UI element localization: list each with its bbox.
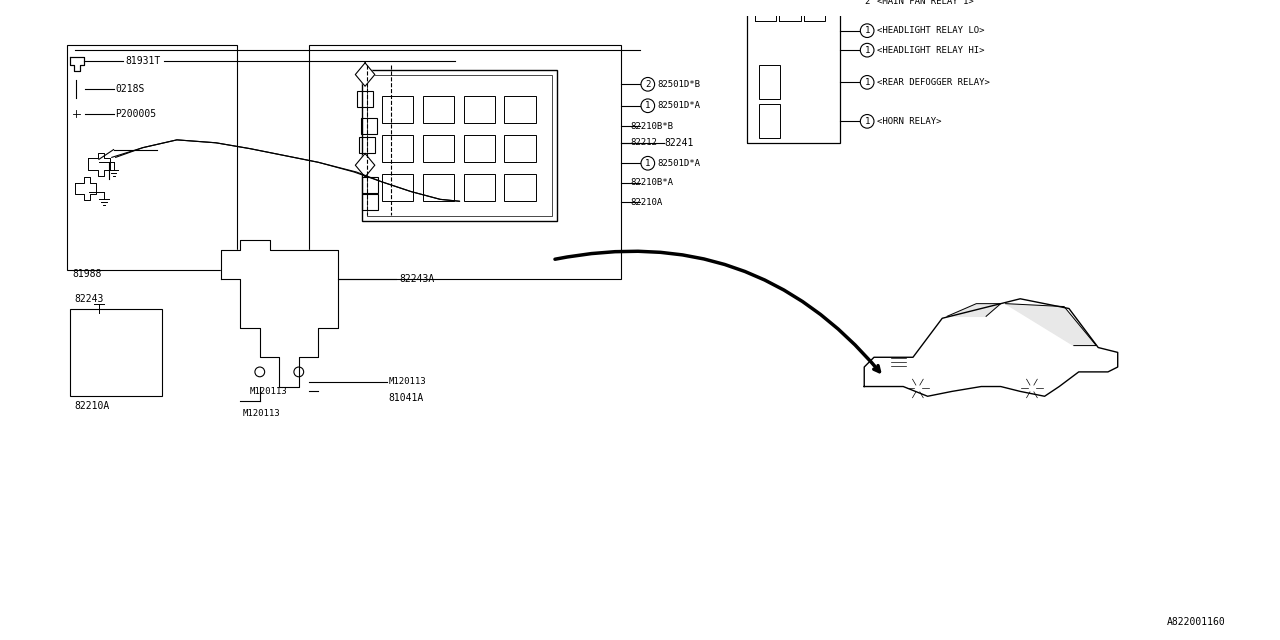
Text: 1: 1 [864, 26, 870, 35]
Bar [422, 135, 454, 163]
Bar [755, 0, 777, 21]
Bar [759, 104, 781, 138]
Bar [804, 0, 826, 21]
Text: 82243: 82243 [74, 294, 104, 304]
Bar [504, 96, 536, 124]
Circle shape [68, 81, 86, 98]
Text: 81041A: 81041A [388, 393, 424, 403]
Text: 0218S: 0218S [115, 84, 145, 94]
Text: 82210B*A: 82210B*A [630, 179, 673, 188]
Text: 82501D*A: 82501D*A [658, 159, 700, 168]
Circle shape [914, 385, 922, 392]
Circle shape [220, 138, 230, 148]
Text: 82210A: 82210A [74, 401, 110, 411]
Polygon shape [356, 63, 375, 86]
Bar [357, 91, 372, 107]
Bar [362, 70, 557, 221]
Text: 1: 1 [645, 159, 650, 168]
Bar [422, 174, 454, 202]
Bar [759, 65, 781, 99]
Text: M120113: M120113 [250, 387, 288, 396]
Circle shape [896, 367, 940, 410]
Text: M120113: M120113 [388, 377, 426, 386]
Text: 82212: 82212 [630, 138, 657, 147]
Bar [308, 45, 621, 279]
Circle shape [265, 150, 274, 159]
Bar [422, 96, 454, 124]
Bar [362, 177, 378, 193]
Bar [367, 74, 552, 216]
Bar [780, 0, 801, 21]
Text: <MAIN FAN RELAY 1>: <MAIN FAN RELAY 1> [877, 0, 974, 6]
Circle shape [68, 105, 86, 122]
Text: 81988: 81988 [73, 269, 102, 280]
Polygon shape [69, 57, 84, 70]
Circle shape [1028, 385, 1036, 392]
Circle shape [881, 344, 916, 380]
Bar [69, 308, 163, 396]
Bar [381, 174, 413, 202]
Text: <HEADLIGHT RELAY LO>: <HEADLIGHT RELAY LO> [877, 26, 984, 35]
Text: 1: 1 [864, 117, 870, 126]
Bar [67, 45, 237, 269]
Bar [463, 135, 495, 163]
Text: <REAR DEFOGGER RELAY>: <REAR DEFOGGER RELAY> [877, 78, 989, 87]
Text: 1: 1 [864, 45, 870, 54]
Polygon shape [88, 152, 110, 176]
Circle shape [1020, 377, 1043, 400]
Circle shape [104, 179, 114, 189]
Circle shape [319, 159, 328, 169]
Polygon shape [356, 154, 375, 177]
Circle shape [163, 136, 172, 146]
Text: M120113: M120113 [242, 410, 280, 419]
Text: 2: 2 [645, 80, 650, 89]
Text: 81931T: 81931T [125, 56, 160, 66]
Polygon shape [220, 240, 338, 387]
Bar [463, 96, 495, 124]
Text: 1: 1 [864, 78, 870, 87]
Bar [361, 118, 376, 134]
Bar [463, 174, 495, 202]
Text: 1: 1 [645, 101, 650, 110]
Bar [360, 137, 375, 152]
Circle shape [1010, 367, 1053, 410]
Bar [381, 96, 413, 124]
Text: 82210A: 82210A [630, 198, 663, 207]
Circle shape [906, 377, 929, 400]
Text: A822001160: A822001160 [1166, 618, 1225, 627]
Bar [748, 0, 840, 143]
Text: 82210B*B: 82210B*B [630, 122, 673, 131]
Text: 2: 2 [864, 0, 870, 6]
Text: <HEADLIGHT RELAY HI>: <HEADLIGHT RELAY HI> [877, 45, 984, 54]
Polygon shape [864, 299, 1117, 396]
Polygon shape [1006, 303, 1096, 346]
Polygon shape [74, 177, 96, 200]
Bar [362, 195, 378, 210]
Bar [381, 135, 413, 163]
Text: 82501D*B: 82501D*B [658, 80, 700, 89]
Bar [504, 135, 536, 163]
Text: <HORN RELAY>: <HORN RELAY> [877, 117, 941, 126]
Text: 82501D*A: 82501D*A [658, 101, 700, 110]
Bar [504, 174, 536, 202]
Circle shape [73, 85, 81, 93]
Text: 82243A: 82243A [399, 275, 434, 284]
Circle shape [73, 111, 79, 116]
Text: 82241: 82241 [664, 138, 694, 148]
Text: P200005: P200005 [115, 109, 156, 118]
Polygon shape [947, 303, 1001, 316]
